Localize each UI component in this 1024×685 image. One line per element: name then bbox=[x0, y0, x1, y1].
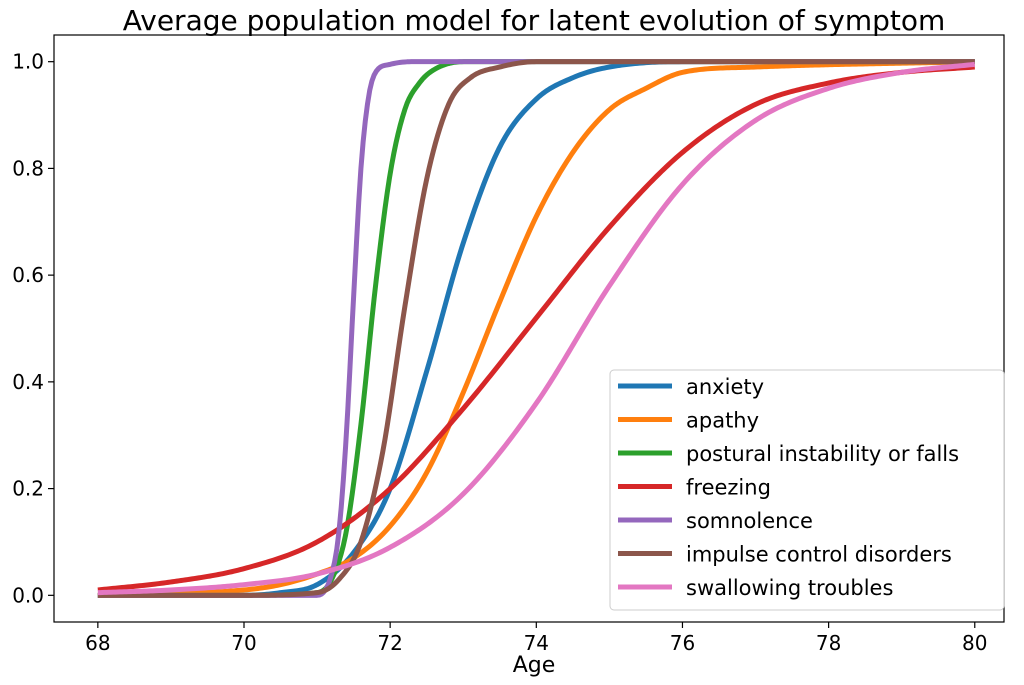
y-tick-label: 0.0 bbox=[12, 583, 44, 607]
y-tick-label: 0.8 bbox=[12, 156, 44, 180]
y-tick-label: 1.0 bbox=[12, 50, 44, 74]
x-tick-label: 70 bbox=[231, 631, 256, 655]
y-tick-label: 0.2 bbox=[12, 477, 44, 501]
legend-label: impulse control disorders bbox=[686, 543, 952, 567]
legend-box bbox=[609, 369, 1005, 611]
plot-frame bbox=[53, 34, 1005, 623]
legend-label: swallowing troubles bbox=[686, 576, 893, 600]
legend-label: apathy bbox=[686, 409, 759, 433]
x-tick-label: 68 bbox=[85, 631, 110, 655]
chart-title: Average population model for latent evol… bbox=[123, 4, 946, 37]
x-tick-label: 78 bbox=[816, 631, 841, 655]
x-axis-label: Age bbox=[513, 653, 556, 678]
legend: anxiety apathy postural instability or fal… bbox=[609, 369, 1005, 611]
x-tick-label: 74 bbox=[524, 631, 549, 655]
series-line-1 bbox=[97, 59, 976, 598]
legend-label: anxiety bbox=[686, 375, 764, 399]
x-tick-label: 72 bbox=[377, 631, 402, 655]
legend-label: freezing bbox=[686, 476, 771, 500]
series-line-3 bbox=[97, 64, 976, 593]
x-axis: 68 70 72 74 76 78 80 bbox=[85, 622, 987, 655]
x-tick-label: 76 bbox=[670, 631, 695, 655]
legend-label: somnolence bbox=[686, 509, 813, 533]
legend-label: postural instability or falls bbox=[686, 442, 959, 466]
y-tick-label: 0.4 bbox=[12, 370, 44, 394]
x-tick-label: 80 bbox=[962, 631, 987, 655]
y-axis: 0.0 0.2 0.4 0.6 0.8 1.0 bbox=[12, 50, 54, 607]
y-tick-label: 0.6 bbox=[12, 263, 44, 287]
series-line-5 bbox=[97, 59, 976, 598]
series-line-6 bbox=[97, 61, 976, 596]
plot-lines bbox=[97, 59, 976, 598]
